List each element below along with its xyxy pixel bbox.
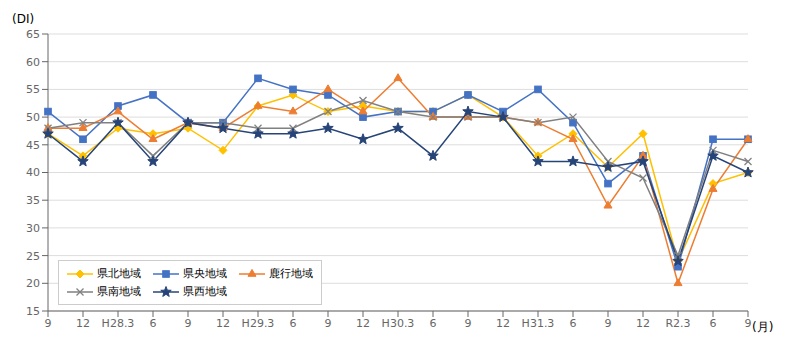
svg-text:9: 9: [325, 317, 332, 330]
svg-text:12: 12: [636, 317, 650, 330]
svg-text:40: 40: [26, 166, 40, 179]
svg-text:12: 12: [496, 317, 510, 330]
svg-text:9: 9: [45, 317, 52, 330]
svg-text:45: 45: [26, 139, 40, 152]
html-text:県南地域: 県南地域: [97, 285, 141, 298]
svg-text:12: 12: [216, 317, 230, 330]
svg-text:H28.3: H28.3: [102, 317, 135, 330]
svg-text:12: 12: [356, 317, 370, 330]
svg-text:6: 6: [710, 317, 717, 330]
svg-text:R2.3: R2.3: [665, 317, 690, 330]
html-text:県央地域: 県央地域: [183, 267, 227, 280]
svg-text:30: 30: [26, 222, 40, 235]
svg-text:H30.3: H30.3: [382, 317, 415, 330]
svg-text:35: 35: [26, 194, 40, 207]
html-text:(DI): (DI): [12, 12, 35, 26]
svg-text:6: 6: [150, 317, 157, 330]
svg-text:12: 12: [76, 317, 90, 330]
svg-text:50: 50: [26, 111, 40, 124]
html-text:鹿行地域: 鹿行地域: [269, 267, 313, 280]
svg-text:9: 9: [465, 317, 472, 330]
svg-text:9: 9: [185, 317, 192, 330]
svg-text:H29.3: H29.3: [242, 317, 275, 330]
html-text:県西地域: 県西地域: [183, 285, 227, 298]
svg-text:6: 6: [290, 317, 297, 330]
svg-text:6: 6: [430, 317, 437, 330]
svg-text:6: 6: [570, 317, 577, 330]
svg-text:15: 15: [26, 305, 40, 318]
svg-text:9: 9: [605, 317, 612, 330]
html-text:(月): (月): [752, 320, 774, 334]
html-text:県北地域: 県北地域: [97, 267, 141, 280]
svg-text:55: 55: [26, 83, 40, 96]
svg-text:65: 65: [26, 28, 40, 41]
svg-text:20: 20: [26, 277, 40, 290]
svg-text:H31.3: H31.3: [522, 317, 555, 330]
svg-text:9: 9: [745, 317, 752, 330]
svg-text:60: 60: [26, 56, 40, 69]
svg-text:25: 25: [26, 250, 40, 263]
